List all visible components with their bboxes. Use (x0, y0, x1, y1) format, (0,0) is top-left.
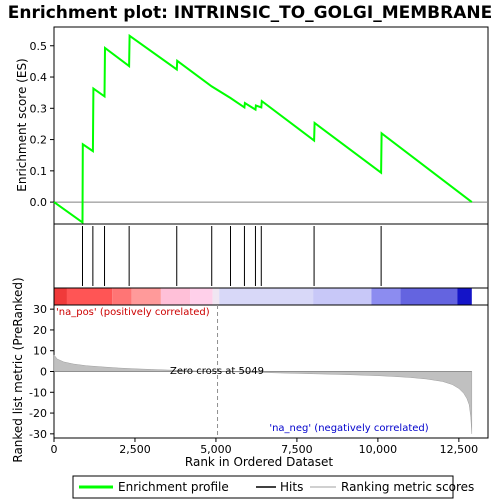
x-axis: 0 2,500 5,000 7,500 10,000 12,500 (51, 438, 479, 456)
ranking-metric-area (53, 354, 473, 434)
heatbar-segment (190, 288, 213, 305)
negative-correlation-label: 'na_neg' (negatively correlated) (269, 423, 428, 434)
heatbar-segment (112, 288, 132, 305)
chart-title: Enrichment plot: INTRINSIC_TO_GOLGI_MEMB… (8, 3, 492, 23)
es-y-axis: 0.0 0.1 0.2 0.3 0.4 0.5 (30, 40, 54, 209)
rank-y-tick-label: -10 (29, 386, 47, 399)
ranked-list-heatbar (54, 288, 472, 305)
x-tick-label: 2,500 (119, 443, 151, 456)
x-axis-label: Rank in Ordered Dataset (185, 455, 333, 469)
heatbar-segment (131, 288, 161, 305)
zero-cross-label: Zero cross at 5049 (170, 366, 264, 377)
heatbar-segment (66, 288, 113, 305)
positive-correlation-label: 'na_pos' (positively correlated) (56, 307, 210, 318)
rank-y-axis-label: Ranked list metric (PreRanked) (11, 277, 25, 462)
hits-group (82, 226, 382, 286)
rank-y-tick-label: -30 (29, 428, 47, 441)
legend-label: Enrichment profile (118, 480, 229, 494)
es-y-tick-label: 0.1 (30, 165, 48, 178)
x-tick-label: 10,000 (359, 443, 398, 456)
rank-y-tick-label: 0 (40, 366, 47, 379)
rank-y-tick-label: 20 (33, 324, 47, 337)
es-y-tick-label: 0.3 (30, 102, 48, 115)
x-tick-label: 5,000 (200, 443, 232, 456)
x-tick-label: 0 (51, 443, 58, 456)
rank-y-tick-label: 10 (33, 345, 47, 358)
enrichment-profile-line (53, 33, 473, 225)
heatbar-segment (313, 288, 372, 305)
rank-y-axis: 30 20 10 0 -10 -20 -30 (29, 303, 54, 441)
es-y-tick-label: 0.5 (30, 40, 48, 53)
heatbar-segment (212, 288, 220, 305)
heatbar-segment (400, 288, 458, 305)
heatbar-segment (457, 288, 472, 305)
x-tick-label: 7,500 (281, 443, 313, 456)
es-y-tick-label: 0.2 (30, 134, 48, 147)
heatbar-segment (160, 288, 191, 305)
rank-y-tick-label: 30 (33, 303, 47, 316)
es-panel-frame (53, 26, 489, 225)
heatbar-segment (219, 288, 314, 305)
es-y-tick-label: 0.4 (30, 71, 48, 84)
heatbar-segment (54, 288, 67, 305)
rank-y-tick-label: -20 (29, 407, 47, 420)
x-tick-label: 12,500 (440, 443, 479, 456)
legend-label: Ranking metric scores (341, 480, 474, 494)
hits-panel-frame (53, 223, 489, 289)
legend-label: Hits (280, 480, 303, 494)
legend: Enrichment profile Hits Ranking metric sco… (79, 480, 474, 494)
es-y-axis-label: Enrichment score (ES) (15, 58, 29, 191)
es-y-tick-label: 0.0 (30, 196, 48, 209)
heatbar-segment (371, 288, 401, 305)
